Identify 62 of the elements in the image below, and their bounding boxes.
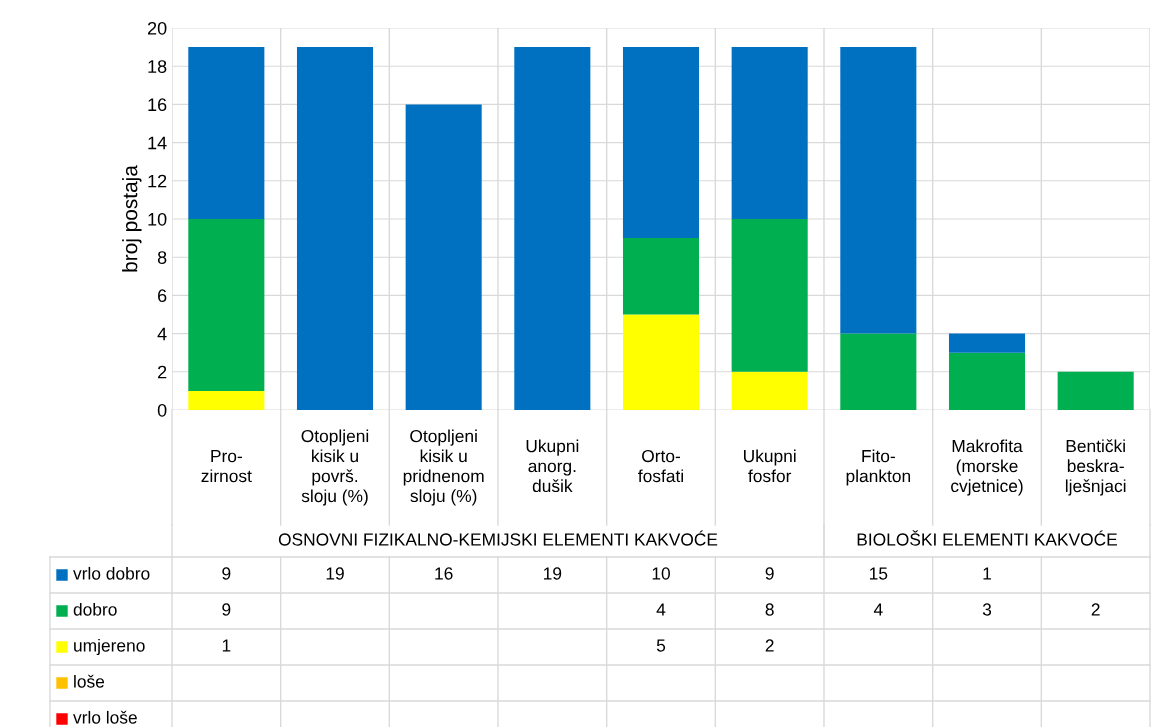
bar [188, 390, 265, 410]
bar [731, 47, 808, 219]
data-label: 8 [765, 603, 774, 616]
data-label: 1 [983, 567, 991, 580]
data-label: 2 [765, 639, 774, 652]
bar [731, 371, 808, 410]
y-tick-label: 6 [158, 289, 167, 303]
data-label: 2 [1091, 603, 1100, 616]
x-tick-label: Otopljeni kisik u površ. sloju (%) [301, 429, 369, 506]
bar [405, 104, 482, 410]
legend-label: umjereno [74, 638, 145, 656]
bar [188, 47, 265, 219]
legend-label: vrlo dobro [73, 566, 150, 580]
bar [948, 352, 1026, 410]
data-label: 9 [222, 567, 231, 580]
bar [840, 333, 917, 410]
bar [514, 47, 591, 410]
y-tick-label: 14 [148, 136, 167, 150]
y-tick-label: 0 [157, 403, 167, 417]
x-tick-label: Pro- zirnost [201, 450, 252, 483]
data-label: 1 [222, 639, 231, 652]
y-tick-label: 8 [157, 251, 167, 264]
text: OSNOVNI FIZIKALNO-KEMIJSKI ELEMENTI KAKVOĆE [278, 530, 718, 546]
data-label: 5 [656, 639, 666, 652]
data-label: 19 [544, 567, 562, 580]
x-tick-label: Makrofita (morske cvjetnice) [951, 439, 1023, 496]
bar [1057, 371, 1134, 410]
data-label: 10 [652, 567, 670, 580]
x-tick-label: Bentički beskra- lješnjaci [1065, 439, 1126, 496]
x-tick-label: Ukupni fosfor [743, 449, 796, 483]
y-tick-label: 20 [147, 21, 167, 35]
x-tick-label: Ukupni anorg. dušik [526, 439, 579, 493]
y-axis-title: broj postaja [122, 165, 142, 272]
data-label: 9 [765, 567, 774, 580]
bar [296, 47, 374, 410]
bar [622, 238, 700, 315]
y-tick-label: 4 [157, 327, 167, 341]
bar [948, 333, 1026, 353]
y-tick-label: 10 [148, 212, 167, 226]
legend-label: dobro [73, 602, 117, 616]
data-label: 16 [435, 567, 453, 580]
data-label: 9 [222, 603, 231, 616]
y-tick-label: 18 [148, 60, 167, 73]
bar [188, 219, 265, 391]
x-tick-label: Otopljeni kisik u pridnenom sloju (%) [403, 429, 484, 506]
data-label: 15 [870, 567, 888, 580]
legend-label: vrlo loše [73, 710, 137, 724]
bar [840, 47, 917, 334]
x-tick-label: Fito- plankton [846, 449, 911, 486]
legend-label: loše [74, 674, 105, 688]
bar [622, 47, 700, 239]
y-tick-label: 16 [148, 98, 167, 112]
y-tick-label: 12 [148, 174, 167, 188]
data-label: 19 [326, 567, 344, 580]
x-tick-label: Orto- fosfati [638, 449, 683, 483]
data-label: 4 [873, 603, 883, 616]
bar [622, 314, 700, 410]
data-label: 3 [982, 603, 992, 616]
data-label: 4 [656, 603, 666, 616]
text: BIOLOŠKI ELEMENTI KAKVOĆE [857, 530, 1117, 546]
y-tick-label: 2 [158, 365, 167, 379]
bar [731, 219, 808, 372]
